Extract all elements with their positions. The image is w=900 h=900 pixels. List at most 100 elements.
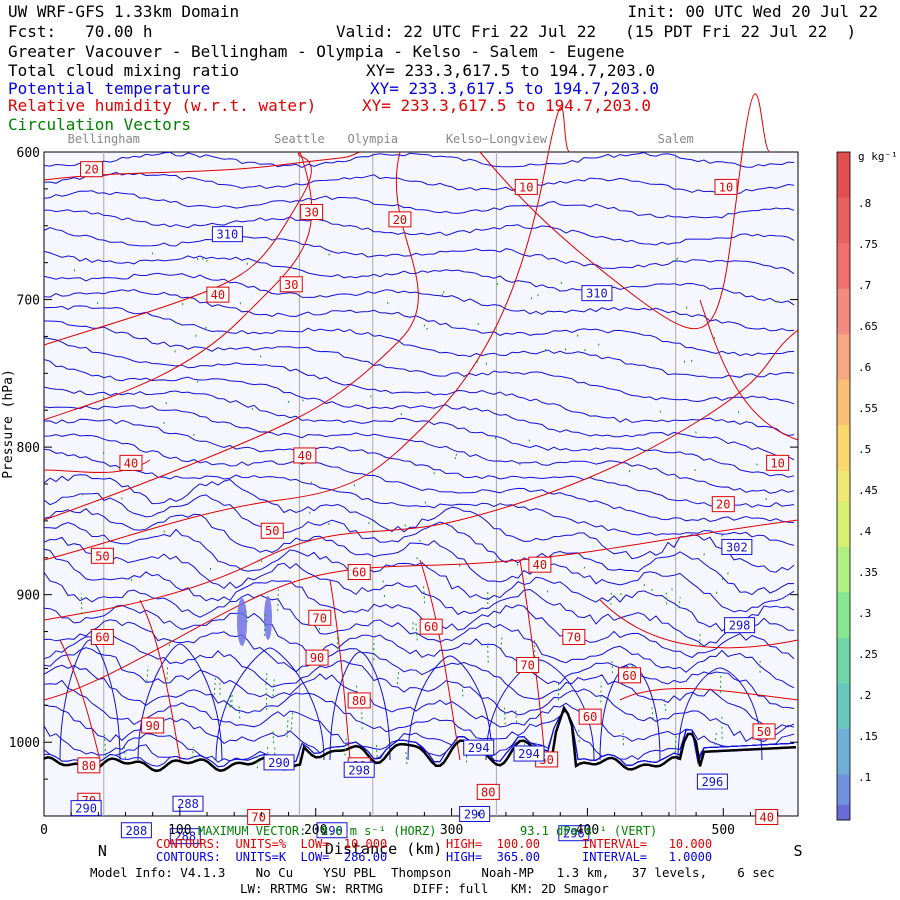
theta-label: 298 (348, 763, 370, 777)
rh-label: 70 (567, 630, 581, 644)
circulation-vector (267, 746, 269, 760)
circulation-vector (344, 737, 347, 756)
circulation-vector (458, 563, 461, 567)
circulation-vector (713, 335, 716, 339)
field-vectors-name: Circulation Vectors (8, 115, 192, 134)
circulation-vector (213, 675, 217, 695)
theta-label-box (581, 285, 613, 302)
theta-contour (43, 359, 795, 461)
rh-contour-interval: INTERVAL= 10.000 (582, 837, 713, 851)
y-tick-label: 900 (17, 589, 40, 604)
circulation-vector (290, 711, 294, 730)
rh-contour (139, 599, 181, 761)
circulation-vector (690, 358, 693, 362)
colorbar-cell (837, 394, 850, 411)
rh-label-box (752, 723, 776, 740)
circulation-vector (277, 589, 279, 611)
theta-label: 310 (586, 287, 608, 301)
circulation-vector (433, 471, 435, 475)
circulation-vector (721, 577, 724, 581)
circulation-vector (443, 289, 445, 294)
rh-label: 20 (716, 498, 730, 512)
rh-label-box (77, 757, 101, 774)
circulation-vector (238, 704, 241, 719)
colorbar-cell (837, 577, 850, 593)
circulation-vector (102, 450, 105, 455)
theta-label: 288 (177, 797, 199, 811)
colorbar-cell (837, 683, 850, 700)
circulation-vector (361, 708, 363, 730)
colorbar-tick-label: .35 (858, 566, 878, 579)
circulation-vector (205, 325, 208, 329)
rh-label: 80 (82, 759, 96, 773)
theta-contour-high: HIGH= 365.00 (446, 850, 540, 864)
rh-contour (43, 329, 799, 621)
colorbar-frame (836, 151, 851, 821)
circulation-vector (693, 467, 696, 472)
city-label: Kelso−Longview (446, 132, 548, 146)
circulation-vector (370, 394, 372, 398)
colorbar-cell (837, 273, 850, 290)
colorbar-tick-label: .3 (858, 607, 871, 620)
theta-contour-interval: INTERVAL= 1.0000 (582, 850, 713, 864)
theta-contour (43, 272, 795, 332)
colorbar-cell (837, 653, 850, 669)
rh-label-box (300, 203, 324, 220)
colorbar-tick-label: .2 (858, 689, 871, 702)
theta-contour (43, 604, 795, 709)
circulation-vector (368, 520, 370, 525)
rh-label-box (766, 454, 790, 471)
rh-contour-info: CONTOURS: UNITS=% LOW= 10.000 (156, 837, 388, 851)
circulation-vector (400, 411, 403, 416)
colorbar-cell (837, 531, 850, 548)
circulation-vector (715, 590, 718, 594)
circulation-vector (120, 496, 123, 500)
rh-label: 20 (84, 163, 98, 177)
circulation-vector (103, 734, 107, 756)
rh-label-box (80, 161, 104, 178)
theta-label: 290 (268, 756, 290, 770)
x-tick-label: 300 (440, 823, 463, 838)
theta-label: 294 (518, 747, 540, 761)
city-label: Salem (658, 132, 694, 146)
circulation-vector (96, 300, 99, 305)
theta-contour (43, 320, 795, 405)
colorbar-tick-label: .6 (858, 361, 871, 374)
theta-contour (43, 405, 795, 494)
circulation-vector (174, 320, 176, 324)
theta-label-box (70, 800, 102, 817)
rh-label-box (562, 628, 586, 645)
colorbar-cell (837, 516, 850, 533)
rh-label: 80 (481, 785, 495, 799)
rh-label: 30 (304, 205, 318, 219)
circulation-vector (201, 256, 204, 260)
circulation-vector (694, 430, 697, 434)
circulation-vector (195, 333, 197, 337)
theta-contour (43, 507, 795, 613)
circulation-vector (727, 571, 730, 575)
theta-contour (43, 571, 795, 689)
circulation-vector (196, 379, 199, 383)
rh-label: 80 (352, 694, 366, 708)
rh-label: 50 (757, 725, 771, 739)
x-tick-label: 500 (712, 823, 735, 838)
colorbar-cell (837, 288, 850, 305)
colorbar-tick-label: .8 (858, 197, 871, 210)
colorbar-cell (837, 152, 850, 168)
theta-label-box (721, 538, 753, 555)
physics-info: LW: RRTMG SW: RRTMG DIFF: full KM: 2D Sm… (240, 881, 609, 896)
rh-label: 30 (284, 278, 298, 292)
circulation-vector (123, 746, 126, 759)
theta-label-box (459, 806, 491, 823)
theta-contour (43, 171, 795, 194)
model-info: Model Info: V4.1.3 No Cu YSU PBL Thompso… (90, 865, 775, 880)
colorbar-cell (837, 607, 850, 624)
rh-label: 20 (393, 213, 407, 227)
theta-contour (59, 639, 121, 761)
city-label: Seattle (274, 132, 325, 146)
circulation-vector (455, 452, 458, 456)
rh-label: 60 (583, 710, 597, 724)
rh-contour (599, 599, 799, 649)
rh-label: 40 (298, 449, 312, 463)
